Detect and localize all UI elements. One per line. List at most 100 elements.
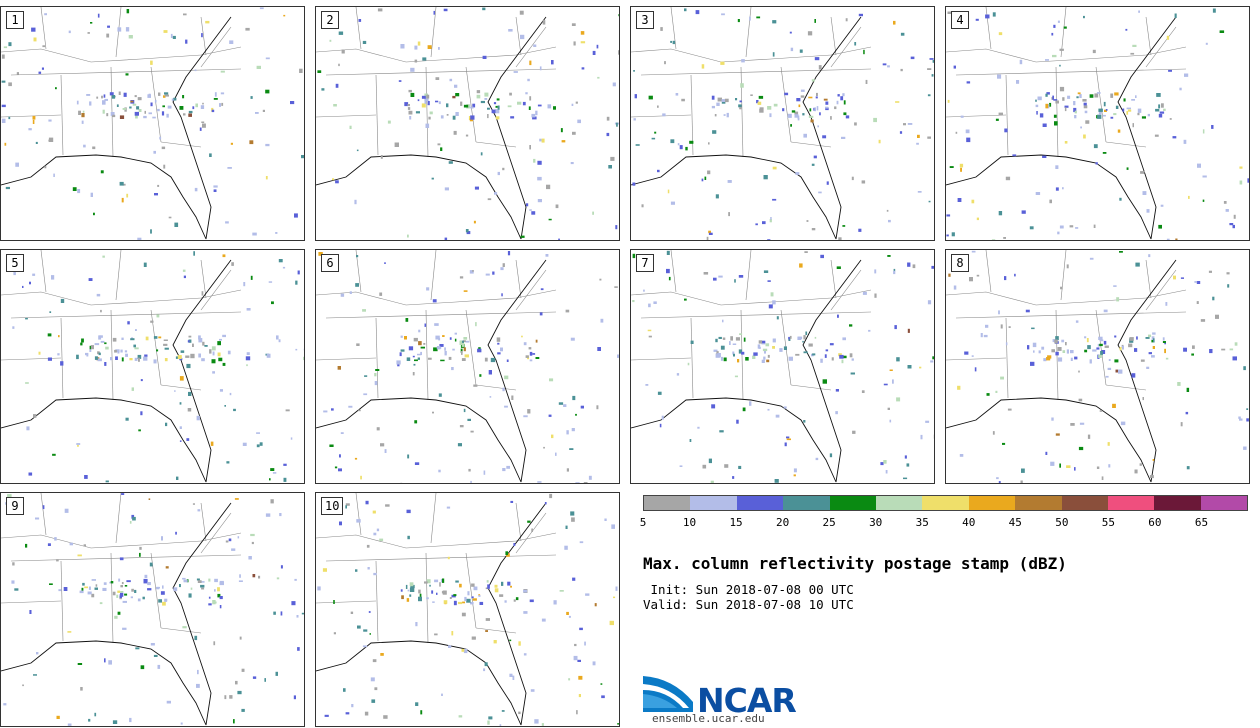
state-border [1145,259,1152,299]
state-border [1095,309,1107,386]
reflectivity-cell [513,599,516,602]
reflectivity-cell [290,437,293,440]
state-border [200,502,207,542]
reflectivity-cell [150,229,152,234]
reflectivity-cell [702,464,707,469]
reflectivity-cell [1057,20,1060,23]
reflectivity-cell [219,580,224,584]
reflectivity-cell [932,356,934,360]
reflectivity-cell [202,102,204,105]
reflectivity-cell [12,326,15,329]
reflectivity-cell [803,335,806,340]
ensemble-member-panel-7: 7 [630,249,935,484]
reflectivity-cell [180,722,183,725]
reflectivity-cell [611,524,615,529]
reflectivity-cell [134,95,137,98]
reflectivity-cell [532,116,537,120]
reflectivity-cell [681,98,685,102]
reflectivity-cell [172,35,176,39]
reflectivity-cell [1027,345,1030,350]
reflectivity-cell [158,92,161,96]
reflectivity-cell [874,293,877,298]
reflectivity-cell [137,237,142,240]
reflectivity-cell [143,262,147,267]
reflectivity-cell [1089,359,1092,364]
reflectivity-cell [657,391,662,395]
reflectivity-cell [426,597,429,600]
reflectivity-cell [117,27,122,32]
reflectivity-cell [80,342,83,346]
reflectivity-cell [1101,350,1106,354]
reflectivity-cell [893,20,896,25]
reflectivity-cell [365,500,369,505]
state-border [631,357,692,361]
reflectivity-cell [161,536,163,541]
reflectivity-cell [340,293,345,297]
reflectivity-cell [164,94,169,97]
reflectivity-cell [104,98,108,101]
reflectivity-cell [487,198,492,201]
reflectivity-cell [110,357,112,361]
reflectivity-cell [276,335,279,340]
reflectivity-cell [383,715,388,719]
reflectivity-cell [222,334,226,338]
reflectivity-cell [200,105,205,109]
reflectivity-cell [149,562,153,567]
reflectivity-cell [1092,49,1096,54]
reflectivity-cell [417,99,420,102]
reflectivity-cell [1016,80,1020,84]
reflectivity-cell [186,363,191,369]
reflectivity-cell [202,341,205,346]
reflectivity-cell [529,359,533,362]
reflectivity-cell [418,596,422,602]
reflectivity-cell [580,41,586,44]
reflectivity-cell [426,579,431,584]
reflectivity-cell [1135,95,1137,98]
reflectivity-cell [835,389,839,392]
reflectivity-cell [299,68,303,73]
reflectivity-cell [786,436,790,439]
reflectivity-cell [398,80,402,82]
reflectivity-cell [822,135,827,139]
init-time: Init: Sun 2018-07-08 00 UTC [643,582,854,597]
reflectivity-cell [1052,95,1054,100]
reflectivity-cell [765,343,770,347]
reflectivity-cell [200,584,205,588]
reflectivity-cell [1003,237,1006,239]
state-border [160,141,202,148]
reflectivity-cell [213,641,216,646]
reflectivity-cell [887,407,890,410]
reflectivity-cell [356,519,361,523]
reflectivity-cell [767,239,771,240]
reflectivity-cell [83,144,86,148]
reflectivity-cell [219,605,222,609]
reflectivity-cell [495,116,500,120]
reflectivity-cell [573,655,578,661]
reflectivity-cell [89,101,92,106]
reflectivity-cell [1103,114,1106,117]
reflectivity-cell [384,449,387,453]
reflectivity-cell [417,357,420,360]
reflectivity-cell [609,620,614,626]
reflectivity-cell [183,579,188,583]
reflectivity-cell [511,395,514,400]
reflectivity-cell [1180,422,1183,427]
reflectivity-cell [11,580,15,584]
reflectivity-cell [790,124,792,127]
reflectivity-cell [55,87,57,90]
reflectivity-cell [134,347,139,350]
reflectivity-cell [501,581,504,586]
reflectivity-cell [82,110,85,113]
reflectivity-cell [1070,423,1075,426]
reflectivity-cell [685,146,688,151]
reflectivity-cell [459,425,464,428]
reflectivity-cell [86,94,91,96]
reflectivity-cell [1039,113,1044,118]
coastline [1,502,232,726]
reflectivity-cell [409,582,414,587]
reflectivity-cell [1103,101,1106,107]
reflectivity-cell [1208,270,1212,273]
reflectivity-cell [1089,94,1094,98]
colorbar-swatch [829,496,876,510]
reflectivity-cell [561,140,566,143]
